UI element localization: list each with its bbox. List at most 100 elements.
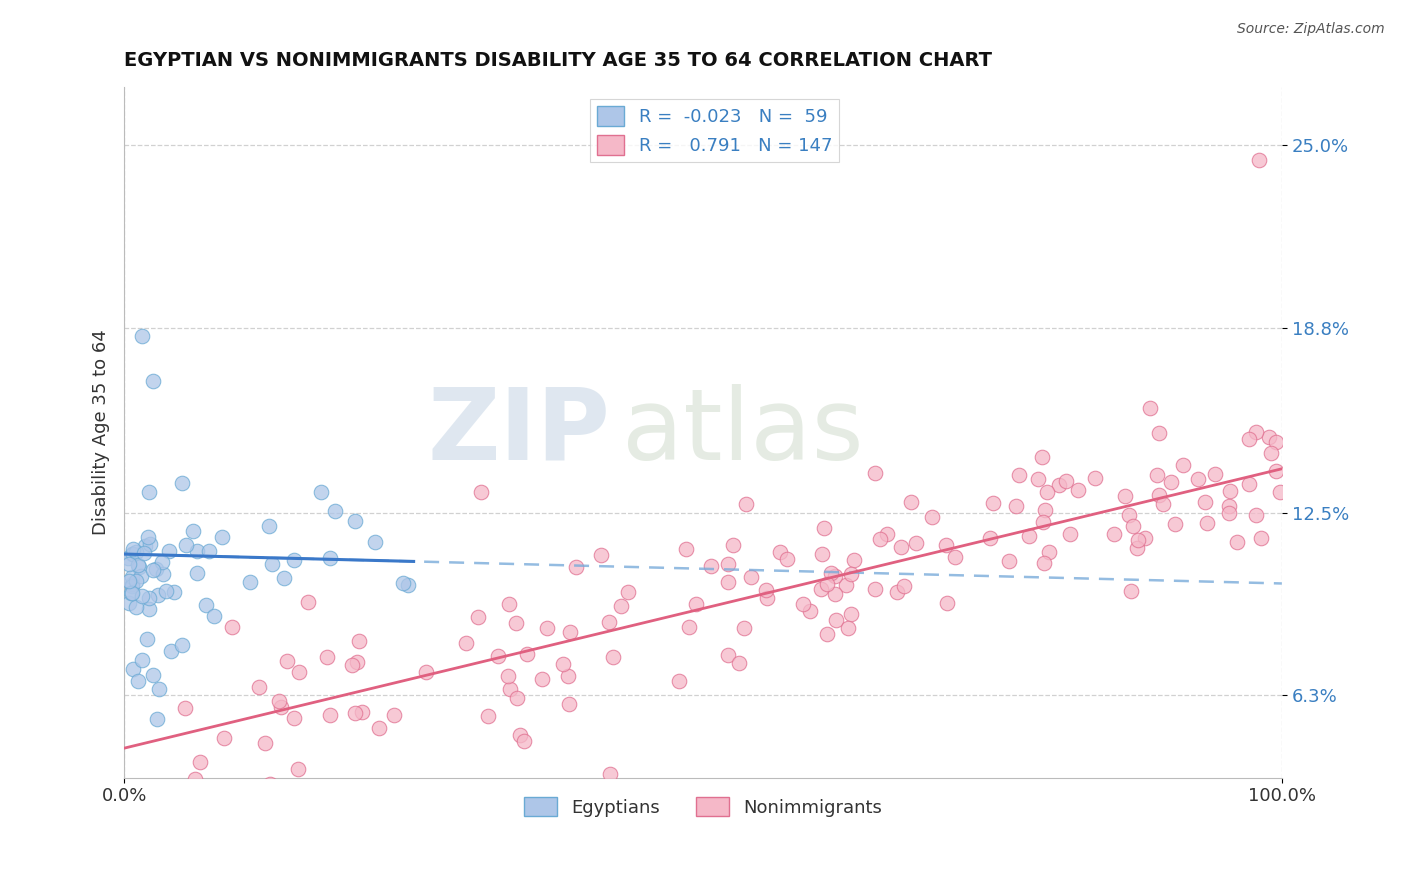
Point [121, 547, 143, 561]
Point [1018, 529, 1040, 543]
Point [936, 596, 959, 610]
Point [117, 551, 139, 566]
Point [138, 529, 160, 543]
Text: ZIP: ZIP [427, 384, 610, 481]
Point [145, 561, 167, 575]
Point [221, 620, 243, 634]
Point [316, 650, 339, 665]
Point [121, 579, 143, 593]
Point [145, 712, 167, 726]
Point [553, 657, 575, 671]
Point [367, 721, 389, 735]
Point [839, 566, 862, 581]
Point [163, 585, 186, 599]
Point [247, 680, 270, 694]
Point [127, 673, 149, 688]
Point [188, 755, 211, 769]
Point [983, 495, 1005, 509]
Point [1125, 541, 1147, 556]
Point [602, 649, 624, 664]
Y-axis label: Disability Age 35 to 64: Disability Age 35 to 64 [93, 329, 110, 535]
Text: Source: ZipAtlas.com: Source: ZipAtlas.com [1237, 22, 1385, 37]
Point [617, 585, 640, 599]
Point [810, 582, 832, 597]
Point [276, 654, 298, 668]
Point [392, 576, 415, 591]
Point [128, 559, 150, 574]
Point [799, 605, 821, 619]
Point [609, 599, 631, 613]
Point [131, 653, 153, 667]
Point [1194, 494, 1216, 508]
Point [728, 656, 751, 670]
Point [1160, 475, 1182, 489]
Point [283, 553, 305, 567]
Point [176, 538, 198, 552]
Point [668, 674, 690, 689]
Point [863, 582, 886, 596]
Point [121, 577, 143, 591]
Point [1005, 499, 1028, 513]
Point [1031, 450, 1053, 464]
Point [184, 772, 207, 786]
Point [120, 586, 142, 600]
Point [509, 728, 531, 742]
Point [148, 589, 170, 603]
Point [815, 626, 838, 640]
Point [122, 547, 145, 561]
Point [717, 575, 740, 590]
Point [1147, 426, 1170, 441]
Point [129, 569, 152, 583]
Point [1264, 464, 1286, 478]
Point [349, 634, 371, 648]
Point [1197, 516, 1219, 530]
Point [198, 544, 221, 558]
Point [142, 667, 165, 681]
Point [131, 329, 153, 343]
Point [890, 540, 912, 554]
Point [1032, 515, 1054, 529]
Point [1149, 488, 1171, 502]
Point [1219, 483, 1241, 498]
Point [498, 597, 520, 611]
Point [340, 658, 363, 673]
Point [155, 583, 177, 598]
Point [150, 555, 173, 569]
Point [297, 594, 319, 608]
Point [776, 552, 799, 566]
Point [513, 734, 536, 748]
Point [1033, 503, 1056, 517]
Point [815, 577, 838, 591]
Point [239, 574, 262, 589]
Point [496, 669, 519, 683]
Point [1059, 526, 1081, 541]
Point [202, 608, 225, 623]
Point [565, 560, 588, 574]
Point [1260, 446, 1282, 460]
Point [186, 566, 208, 581]
Point [288, 665, 311, 680]
Point [935, 537, 957, 551]
Point [122, 662, 145, 676]
Point [172, 476, 194, 491]
Point [1226, 534, 1249, 549]
Point [319, 707, 342, 722]
Point [825, 613, 848, 627]
Point [287, 762, 309, 776]
Point [415, 665, 437, 679]
Point [505, 616, 527, 631]
Point [824, 569, 846, 583]
Point [1152, 497, 1174, 511]
Point [283, 710, 305, 724]
Point [813, 521, 835, 535]
Point [835, 578, 858, 592]
Point [262, 557, 284, 571]
Point [125, 600, 148, 615]
Text: EGYPTIAN VS NONIMMIGRANTS DISABILITY AGE 35 TO 64 CORRELATION CHART: EGYPTIAN VS NONIMMIGRANTS DISABILITY AGE… [124, 51, 993, 70]
Point [599, 767, 621, 781]
Point [127, 558, 149, 572]
Point [675, 541, 697, 556]
Point [138, 602, 160, 616]
Point [837, 621, 859, 635]
Point [824, 587, 846, 601]
